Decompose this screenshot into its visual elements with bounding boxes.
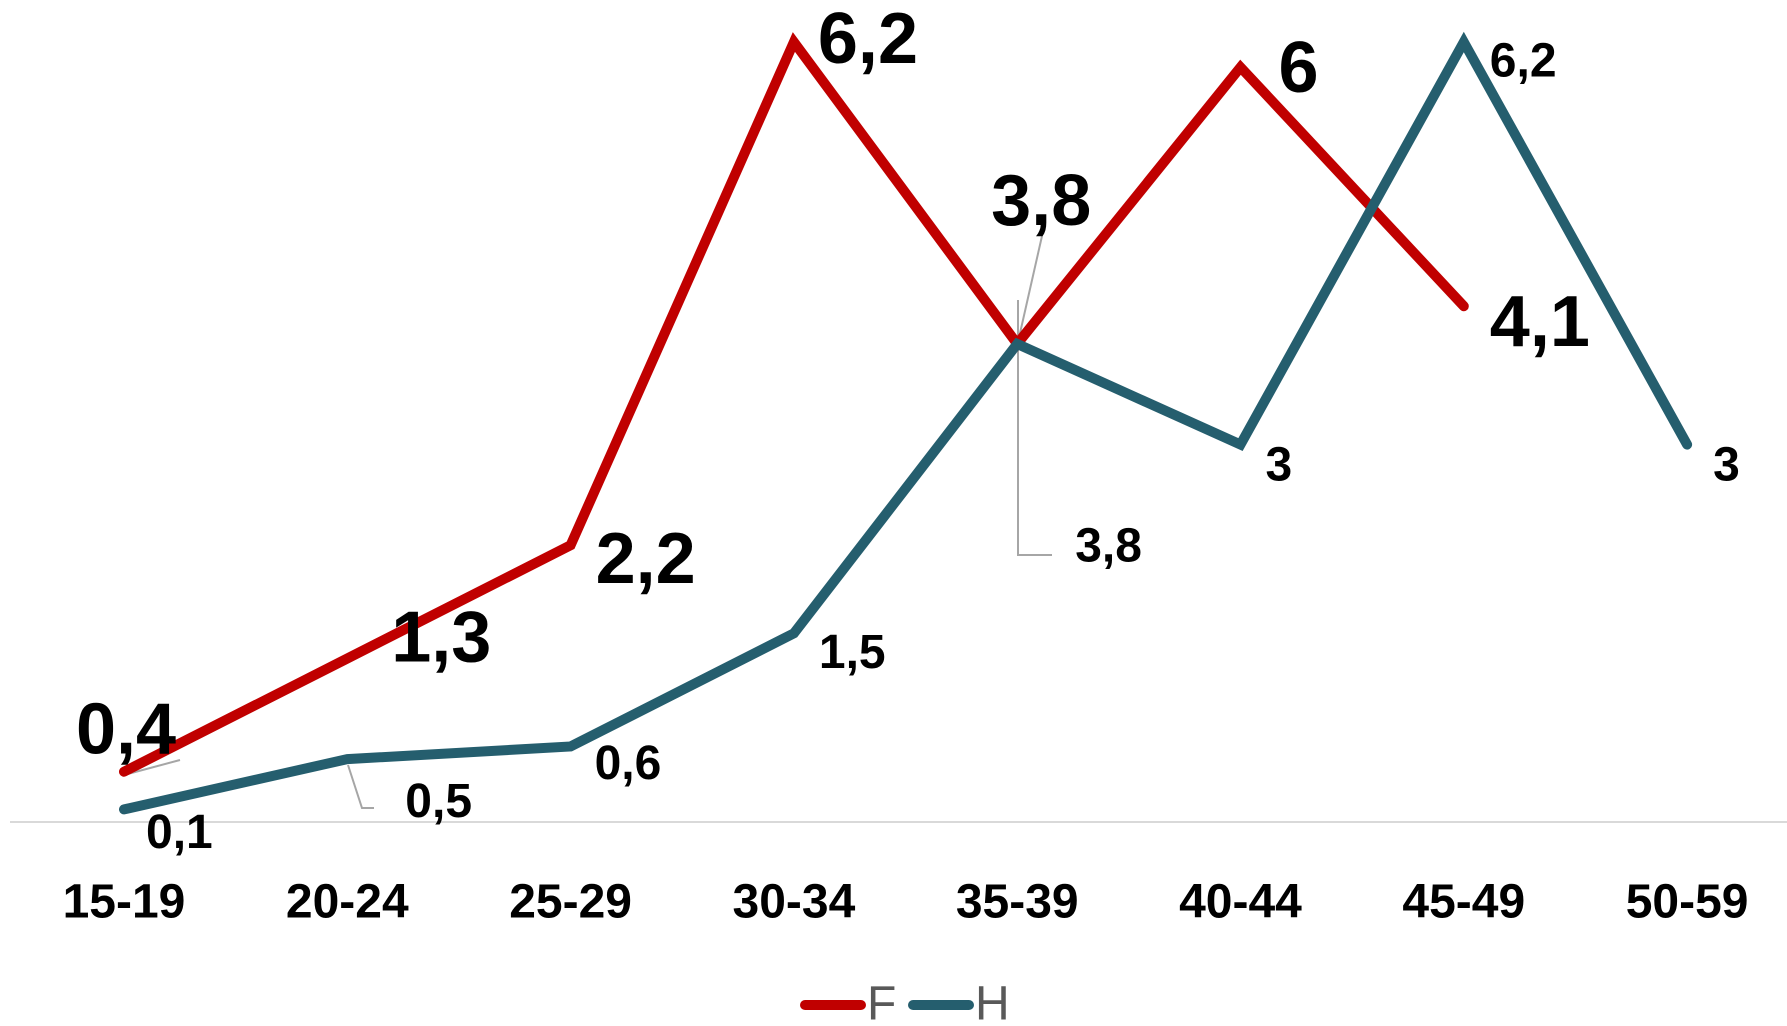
x-tick-label-45-49: 45-49 xyxy=(1402,876,1525,929)
data-label-h-15-19: 0,1 xyxy=(146,806,213,859)
label-leader-line xyxy=(1017,235,1043,343)
series-line-f xyxy=(119,32,1469,777)
data-label-h-25-29: 0,6 xyxy=(595,737,662,790)
legend-label-h: H xyxy=(975,978,1010,1026)
data-label-f-40-44: 6 xyxy=(1278,28,1318,108)
data-label-h-20-24: 0,5 xyxy=(405,775,472,828)
data-label-h-40-44: 3 xyxy=(1266,438,1293,491)
data-label-f-30-34: 6,2 xyxy=(818,0,918,79)
data-label-h-45-49: 6,2 xyxy=(1490,35,1557,88)
data-label-h-30-34: 1,5 xyxy=(819,626,886,679)
label-leader-line xyxy=(347,764,374,809)
series-line-h xyxy=(119,31,1693,815)
data-label-f-25-29: 2,2 xyxy=(596,519,696,599)
x-tick-label-40-44: 40-44 xyxy=(1179,876,1302,929)
data-label-f-45-49: 4,1 xyxy=(1490,282,1590,362)
x-tick-label-35-39: 35-39 xyxy=(956,876,1079,929)
data-label-h-50-59: 3 xyxy=(1713,438,1740,491)
data-label-f-20-24: 1,3 xyxy=(391,598,491,678)
x-tick-label-50-59: 50-59 xyxy=(1626,876,1749,929)
x-tick-label-30-34: 30-34 xyxy=(733,876,856,929)
x-tick-label-25-29: 25-29 xyxy=(509,876,632,929)
data-label-f-35-39: 3,8 xyxy=(991,161,1091,241)
data-label-h-35-39: 3,8 xyxy=(1075,520,1142,573)
label-leader-line xyxy=(1017,300,1052,556)
data-label-f-15-19: 0,4 xyxy=(76,690,176,770)
x-tick-label-15-19: 15-19 xyxy=(63,876,186,929)
x-tick-label-20-24: 20-24 xyxy=(286,876,409,929)
legend-label-f: F xyxy=(867,978,896,1026)
